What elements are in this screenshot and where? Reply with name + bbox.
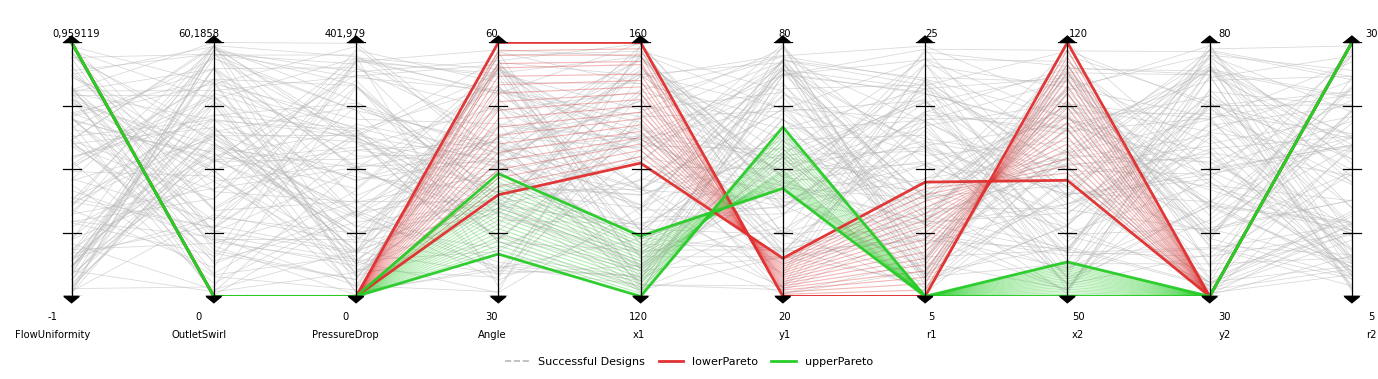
Polygon shape [491,36,506,42]
Polygon shape [1202,296,1217,303]
Text: 0: 0 [342,312,349,321]
Polygon shape [1344,296,1360,303]
Polygon shape [776,296,791,303]
Polygon shape [1344,36,1360,42]
Text: 25: 25 [925,29,938,39]
Text: y2: y2 [1218,330,1231,340]
Text: 60,1858: 60,1858 [178,29,219,39]
Text: x1: x1 [633,330,645,340]
Text: 0,959119: 0,959119 [52,29,101,39]
Text: 5: 5 [929,312,934,321]
Text: x2: x2 [1072,330,1084,340]
Polygon shape [1060,296,1075,303]
Text: Angle: Angle [478,330,506,340]
Text: 0: 0 [196,312,203,321]
Text: 80: 80 [779,29,791,39]
Polygon shape [1060,36,1075,42]
Polygon shape [918,296,933,303]
Text: Study_1: Parallel_11: Study_1: Parallel_11 [8,8,160,22]
Text: 30: 30 [485,312,499,321]
Text: 5: 5 [1368,312,1374,321]
Polygon shape [207,296,222,303]
Polygon shape [491,296,506,303]
Text: 30: 30 [1364,29,1378,39]
Polygon shape [207,36,222,42]
Polygon shape [63,296,80,303]
Polygon shape [633,36,648,42]
Text: -1: -1 [47,312,58,321]
Text: OutletSwirl: OutletSwirl [171,330,226,340]
Polygon shape [349,36,364,42]
Text: 60: 60 [485,29,499,39]
Text: r1: r1 [926,330,937,340]
Text: r2: r2 [1366,330,1377,340]
Text: 20: 20 [779,312,791,321]
Polygon shape [776,36,791,42]
Text: PressureDrop: PressureDrop [311,330,379,340]
Polygon shape [63,36,80,42]
Text: FlowUniformity: FlowUniformity [15,330,90,340]
Text: 30: 30 [1218,312,1231,321]
Text: 160: 160 [628,29,648,39]
Text: 80: 80 [1218,29,1231,39]
Text: 120: 120 [628,312,648,321]
Text: y1: y1 [779,330,791,340]
Text: 120: 120 [1068,29,1087,39]
Polygon shape [349,296,364,303]
Text: 401,979: 401,979 [325,29,367,39]
Legend: Successful Designs, lowerPareto, upperPareto: Successful Designs, lowerPareto, upperPa… [500,353,878,372]
Polygon shape [918,36,933,42]
Polygon shape [633,296,648,303]
Polygon shape [1202,36,1217,42]
Text: 50: 50 [1072,312,1084,321]
